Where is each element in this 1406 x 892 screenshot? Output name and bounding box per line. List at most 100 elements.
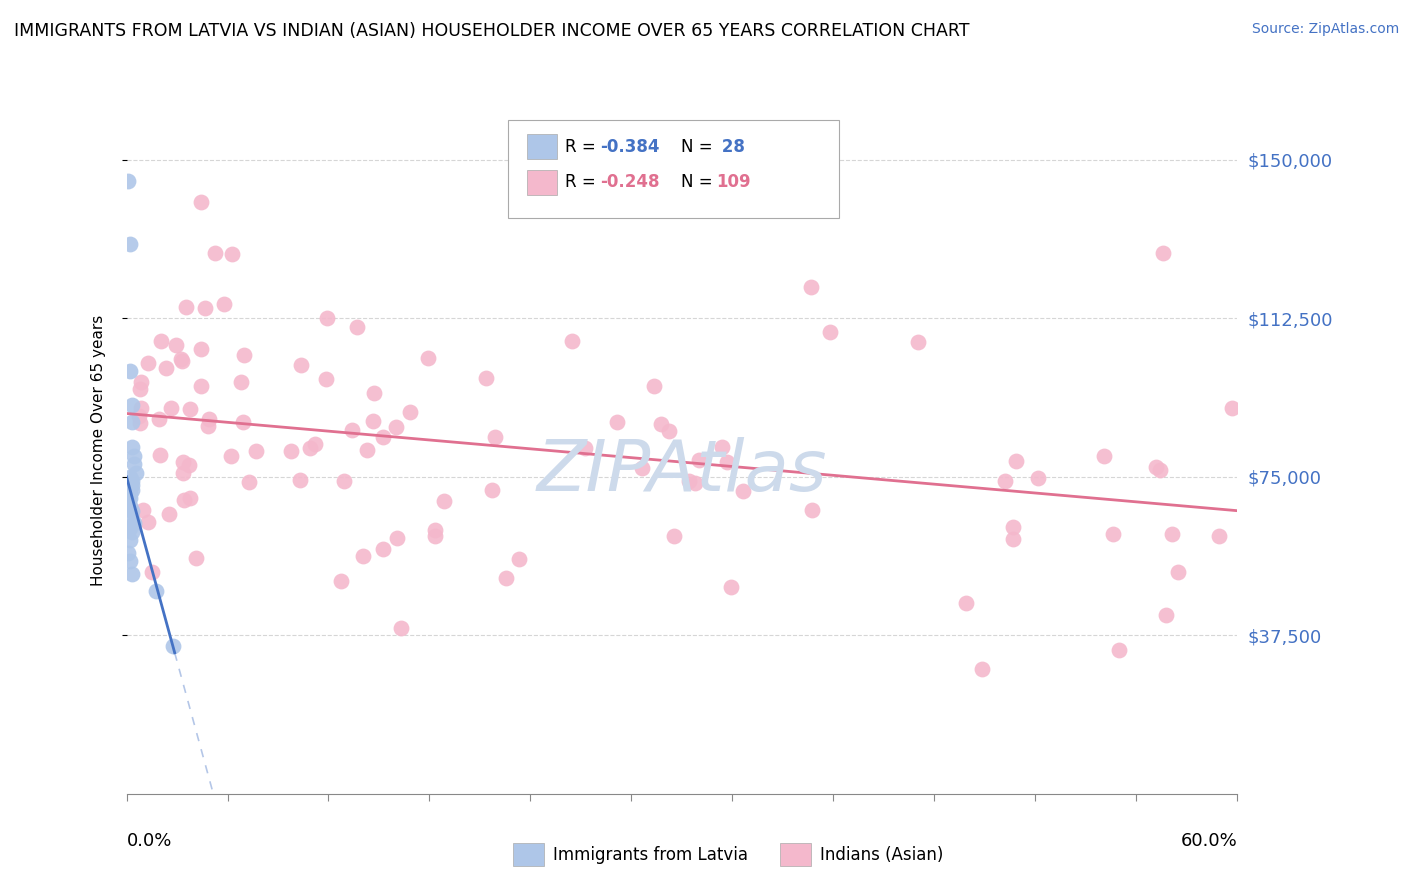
- Point: [121, 440, 143, 454]
- Point: [678, 474, 700, 488]
- Point: [120, 554, 142, 568]
- Point: [148, 412, 170, 426]
- Point: [423, 524, 446, 538]
- Point: [121, 474, 143, 488]
- Point: [1102, 527, 1125, 541]
- Point: [129, 382, 152, 396]
- Point: [290, 358, 312, 372]
- Point: [315, 311, 337, 326]
- Point: [416, 351, 439, 365]
- Point: [1154, 608, 1177, 623]
- Point: [122, 516, 145, 531]
- Point: [121, 483, 143, 497]
- Text: 109: 109: [716, 173, 751, 191]
- Point: [346, 319, 368, 334]
- Point: [643, 379, 665, 393]
- Point: [484, 430, 506, 444]
- Point: [474, 371, 496, 385]
- Text: 0.0%: 0.0%: [127, 831, 172, 850]
- Point: [606, 415, 628, 429]
- Text: N =: N =: [681, 137, 718, 155]
- Point: [190, 195, 212, 210]
- Point: [1152, 245, 1174, 260]
- Point: [120, 487, 142, 501]
- Point: [121, 567, 143, 582]
- Point: [121, 512, 143, 526]
- Text: 60.0%: 60.0%: [1181, 831, 1237, 850]
- Point: [194, 301, 217, 315]
- Point: [173, 493, 195, 508]
- Point: [1108, 642, 1130, 657]
- Point: [136, 356, 159, 370]
- Point: [221, 247, 243, 261]
- Point: [120, 491, 142, 505]
- Point: [120, 500, 142, 514]
- Text: R =: R =: [564, 137, 600, 155]
- Point: [630, 461, 652, 475]
- Point: [650, 417, 672, 431]
- Point: [172, 455, 194, 469]
- Point: [214, 296, 236, 310]
- Point: [120, 520, 142, 534]
- Text: N =: N =: [681, 173, 718, 191]
- Point: [117, 546, 139, 560]
- Point: [219, 449, 242, 463]
- Point: [1220, 401, 1243, 416]
- Point: [399, 405, 422, 419]
- Point: [299, 442, 322, 456]
- Point: [232, 348, 254, 362]
- Point: [229, 375, 252, 389]
- Point: [117, 495, 139, 509]
- Point: [184, 550, 207, 565]
- Point: [117, 174, 139, 188]
- Point: [683, 476, 706, 491]
- Point: [125, 466, 148, 480]
- Point: [1001, 532, 1024, 546]
- Point: [495, 571, 517, 585]
- Point: [122, 449, 145, 463]
- Point: [994, 475, 1017, 489]
- Point: [1167, 565, 1189, 579]
- Point: [1094, 449, 1116, 463]
- Point: [333, 474, 356, 488]
- Point: [385, 531, 408, 545]
- Point: [561, 334, 583, 349]
- Point: [330, 574, 353, 588]
- Text: R =: R =: [564, 173, 600, 191]
- Point: [138, 515, 160, 529]
- Point: [1002, 519, 1025, 533]
- Point: [574, 442, 596, 456]
- Point: [122, 457, 145, 471]
- Point: [172, 467, 194, 481]
- Point: [907, 334, 929, 349]
- Point: [120, 533, 142, 548]
- Point: [145, 584, 167, 599]
- Text: IMMIGRANTS FROM LATVIA VS INDIAN (ASIAN) HOUSEHOLDER INCOME OVER 65 YEARS CORREL: IMMIGRANTS FROM LATVIA VS INDIAN (ASIAN)…: [14, 22, 970, 40]
- Point: [304, 437, 326, 451]
- Point: [363, 386, 385, 401]
- Point: [170, 351, 193, 366]
- Point: [384, 420, 406, 434]
- Point: [120, 237, 142, 252]
- Point: [245, 444, 267, 458]
- Point: [356, 442, 378, 457]
- Point: [198, 411, 221, 425]
- Point: [159, 401, 181, 415]
- Point: [524, 147, 547, 161]
- Point: [1161, 526, 1184, 541]
- Point: [508, 551, 530, 566]
- Point: [720, 580, 742, 594]
- Point: [232, 415, 254, 429]
- Point: [800, 503, 823, 517]
- Point: [1149, 462, 1171, 476]
- Point: [1144, 460, 1167, 475]
- Point: [658, 424, 681, 438]
- Point: [716, 455, 738, 469]
- Point: [1208, 529, 1230, 543]
- Point: [818, 325, 841, 339]
- Text: Immigrants from Latvia: Immigrants from Latvia: [553, 846, 748, 863]
- Point: [129, 416, 152, 430]
- Point: [197, 418, 219, 433]
- Point: [121, 398, 143, 412]
- Point: [280, 443, 302, 458]
